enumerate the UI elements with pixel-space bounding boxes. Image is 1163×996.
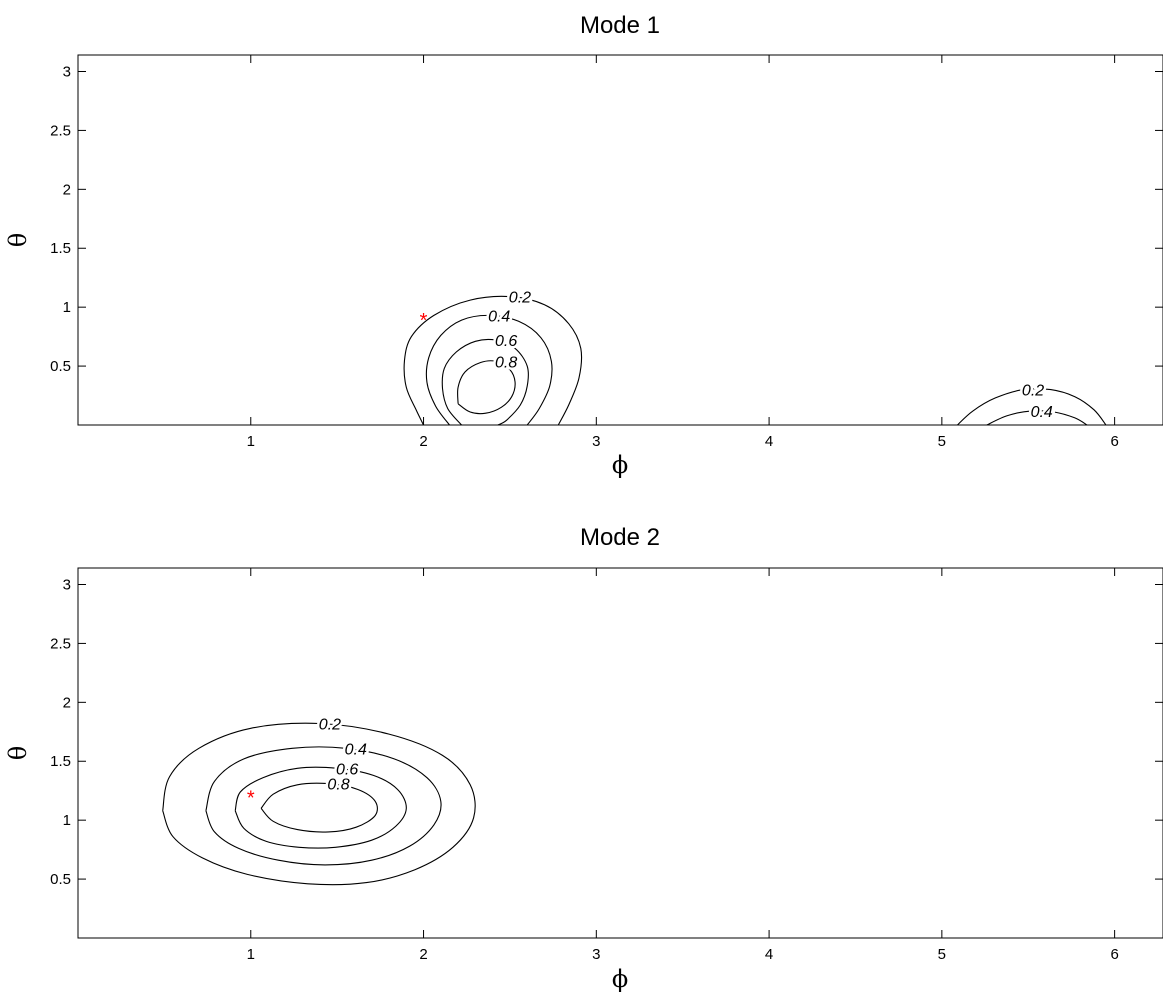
axis-ticks: 1 2 3 4 5 6 0.5 1 1.5 2 2.5 3 — [50, 55, 1163, 450]
contour-lines: 0.20.40.60.80.20.4 — [403, 287, 1107, 426]
y-tick-label: 3 — [63, 576, 71, 593]
y-axis-label: θ — [4, 233, 32, 247]
contour-line-0.4 — [425, 314, 553, 426]
x-tick-label: 6 — [1110, 946, 1118, 963]
contour-label: 0.6 — [336, 761, 358, 778]
x-tick-label: 4 — [765, 946, 773, 963]
x-tick-label: 2 — [419, 946, 427, 963]
contour-line-0.2 — [403, 295, 583, 426]
contour-line-0.8 — [457, 360, 516, 415]
axis-ticks: 1 2 3 4 5 6 0.5 1 1.5 2 2.5 3 — [50, 568, 1163, 963]
contour-label: 0.6 — [495, 333, 517, 350]
y-tick-label: 1.5 — [50, 240, 71, 257]
chart-title: Mode 2 — [580, 524, 660, 551]
y-tick-label: 0.5 — [50, 871, 71, 888]
contour-line-0.2 — [162, 722, 476, 886]
x-tick-label: 3 — [592, 946, 600, 963]
y-tick-label: 2.5 — [50, 122, 71, 139]
mode-2-panel: Mode 2 1 2 3 4 5 6 0.5 1 1.5 2 2.5 3 0.20.4 0.60.8 *… — [4, 524, 1163, 993]
plot-frame — [77, 54, 1163, 426]
x-tick-label: 5 — [938, 433, 946, 450]
y-tick-label: 2.5 — [50, 635, 71, 652]
contour-label: 0.8 — [327, 777, 349, 794]
x-tick-label: 1 — [247, 946, 255, 963]
x-tick-label: 6 — [1110, 433, 1118, 450]
contour-line-0.4 — [986, 410, 1088, 426]
plot-frame — [77, 567, 1163, 939]
mode-1-panel: Mode 1 1 2 3 4 5 60.511.522.53 0.20.40.60.80.… — [4, 12, 1163, 479]
x-axis-label: ϕ — [612, 965, 628, 993]
contour-label: 0.8 — [495, 354, 517, 371]
x-tick-label: 1 — [247, 433, 255, 450]
x-tick-label: 5 — [938, 946, 946, 963]
peak-marker: * — [420, 310, 428, 332]
y-tick-label: 2 — [63, 181, 71, 198]
contour-label: 0.4 — [488, 308, 510, 325]
contour-line-0.2 — [957, 388, 1107, 426]
chart-title: Mode 1 — [580, 12, 660, 39]
y-tick-label: 1.5 — [50, 753, 71, 770]
y-tick-label: 1 — [63, 812, 71, 829]
y-tick-label: 0.5 — [50, 358, 71, 375]
x-tick-label: 3 — [592, 433, 600, 450]
contour-label: 0.2 — [509, 290, 531, 307]
y-tick-label: 2 — [63, 694, 71, 711]
contour-line-0.6 — [234, 766, 407, 849]
x-tick-label: 2 — [419, 433, 427, 450]
marker-layer: * — [420, 310, 428, 332]
contour-label: 0.4 — [1031, 404, 1053, 421]
contour-label: 0.2 — [319, 717, 341, 734]
x-axis-label: ϕ — [612, 451, 628, 479]
peak-marker: * — [247, 788, 255, 810]
contour-line-0.8 — [260, 782, 378, 833]
contour-label: 0.4 — [345, 741, 367, 758]
contour-lines: 0.20.4 0.60.8 — [162, 714, 476, 886]
contour-line-0.4 — [205, 746, 442, 866]
contour-line-0.6 — [441, 338, 529, 426]
y-axis-label: θ — [4, 746, 32, 760]
x-tick-label: 4 — [765, 433, 773, 450]
marker-layer: * — [247, 788, 255, 810]
y-tick-label: 3 — [63, 63, 71, 80]
y-tick-label: 1 — [63, 299, 71, 316]
contour-label: 0.2 — [1022, 383, 1044, 400]
